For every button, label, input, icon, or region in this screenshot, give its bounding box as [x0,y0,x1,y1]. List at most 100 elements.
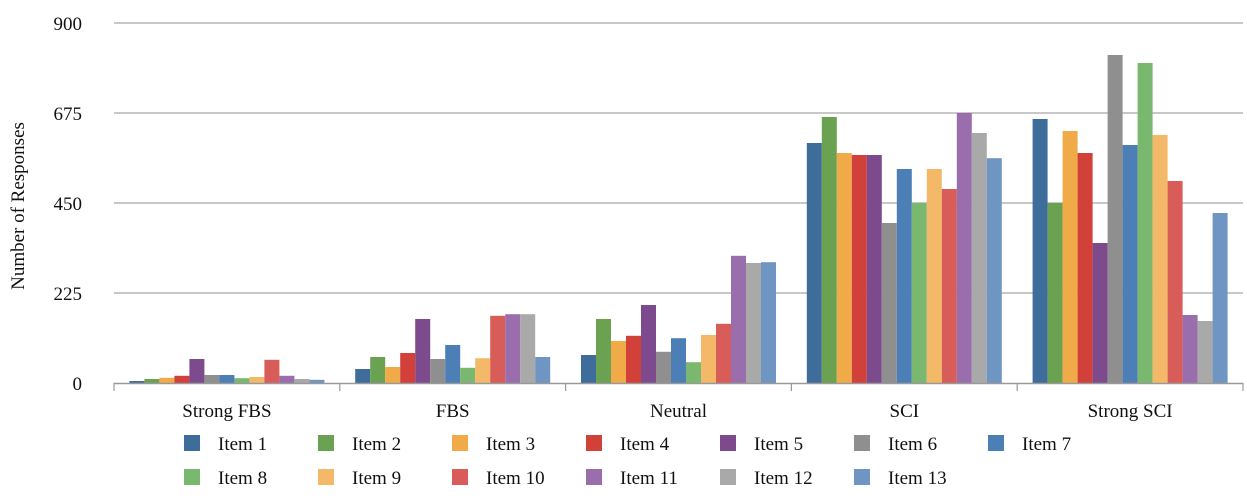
legend: Item 1 Item 2 Item 3 Item 4 Item 5 Item 6 Item… [184,434,1071,489]
bar [490,315,506,383]
legend-label: Item 4 [620,434,670,455]
bar [761,262,776,383]
legend-swatch [452,469,468,485]
bar [219,375,235,383]
bar [385,367,401,383]
bar [249,377,265,383]
bar [460,367,476,383]
bar [1137,63,1153,383]
bar [851,155,867,383]
bar [234,378,250,383]
bar [671,338,686,383]
bar [806,143,822,383]
category-label: Strong SCI [1088,401,1173,422]
bar [505,314,521,383]
legend-swatch [720,469,736,485]
legend-label: Item 1 [218,434,267,455]
bar [731,255,746,383]
bar [264,359,280,383]
legend-label: Item 13 [888,468,947,489]
legend-label: Item 5 [754,434,803,455]
bar [896,169,912,383]
category-label: FBS [436,401,470,422]
legend-swatch [184,435,200,451]
bar [941,189,957,383]
category-labels: Strong FBS FBS Neutral SCI Strong SCI [182,401,1172,422]
y-tick-label: 900 [54,14,83,35]
legend-swatch [586,469,602,485]
legend-swatch [586,435,602,451]
bar [1152,135,1168,383]
bar [626,335,641,383]
bar [821,117,837,383]
legend-label: Item 11 [620,468,678,489]
bar [701,335,716,383]
bar [746,263,761,383]
bar [475,358,491,383]
bar [1197,321,1213,383]
bar [370,357,386,383]
bar [1032,119,1048,383]
bar [400,353,416,383]
legend-swatch [720,435,736,451]
bar [581,355,596,383]
bar [129,381,145,383]
bar [1107,55,1123,383]
bar [596,319,611,383]
bar [986,158,1002,383]
y-tick-labels: 0 225 450 675 900 [54,14,83,395]
legend-label: Item 8 [218,468,267,489]
bar [926,169,942,383]
bar [430,359,446,383]
legend-swatch [318,469,334,485]
bar [1182,315,1198,383]
legend-swatch [854,435,870,451]
bar [520,314,536,383]
bar [279,375,295,383]
bar [189,359,205,383]
bar [174,375,190,383]
bar [1122,145,1138,383]
bar [1167,181,1183,383]
x-tick-marks [113,383,1244,391]
bar [1077,153,1093,383]
legend-label: Item 2 [352,434,401,455]
bars [129,55,1228,383]
bar [1047,203,1063,383]
y-axis-title: Number of Responses [8,122,29,290]
category-label: Neutral [650,401,707,422]
bar [611,341,626,383]
legend-swatch [184,469,200,485]
legend-label: Item 6 [888,434,937,455]
legend-label: Item 9 [352,468,401,489]
legend-swatch [452,435,468,451]
legend-swatch [854,469,870,485]
bar [204,375,220,383]
y-tick-label: 675 [54,104,83,125]
bar [836,153,852,383]
bar [956,113,972,383]
bar [309,379,325,383]
bar [1062,131,1078,383]
category-label: Strong FBS [182,401,271,422]
bar [355,369,371,383]
bar [866,155,882,383]
category-label: SCI [890,401,920,422]
bar [445,345,461,383]
bar [911,203,927,383]
bar [1092,243,1108,383]
legend-label: Item 7 [1022,434,1071,455]
legend-label: Item 10 [486,468,545,489]
bar [971,133,987,383]
bar [535,357,551,383]
bar [1212,213,1228,383]
bar [686,362,701,383]
y-tick-label: 450 [54,194,83,215]
legend-label: Item 12 [754,468,813,489]
legend-swatch [988,435,1004,451]
bar [716,323,731,383]
bar [415,319,431,383]
legend-label: Item 3 [486,434,535,455]
y-tick-label: 0 [73,374,83,395]
